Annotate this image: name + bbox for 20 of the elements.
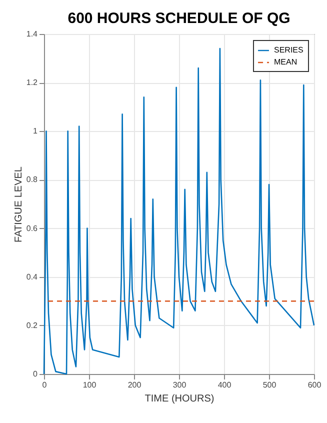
y-tick-label: 1.2: [26, 78, 38, 88]
x-axis-title: TIME (HOURS): [144, 394, 214, 404]
x-tick-label: 200: [128, 380, 142, 390]
x-tick-label: 400: [218, 380, 232, 390]
y-tick-label: 0.6: [26, 224, 38, 233]
x-tick-label: 600: [308, 380, 322, 390]
x-tick-label: 100: [82, 380, 97, 390]
chart-title: 600 HOURS SCHEDULE OF QG: [68, 10, 290, 27]
x-tick-label: 0: [42, 380, 48, 390]
y-tick-label: 0.8: [26, 175, 38, 184]
y-tick-label: 0: [33, 370, 38, 378]
y-tick-label: 0.2: [26, 320, 38, 330]
legend-label: SERIES: [274, 46, 304, 54]
y-tick-label: 0.4: [26, 272, 38, 282]
y-tick-label: 1.4: [26, 30, 38, 38]
y-axis-title: FATIGUE LEVEL: [13, 166, 24, 242]
x-tick-label: 500: [262, 380, 277, 390]
y-tick-label: 1: [33, 126, 38, 136]
legend-label: MEAN: [274, 58, 298, 66]
x-tick-label: 300: [172, 380, 187, 390]
